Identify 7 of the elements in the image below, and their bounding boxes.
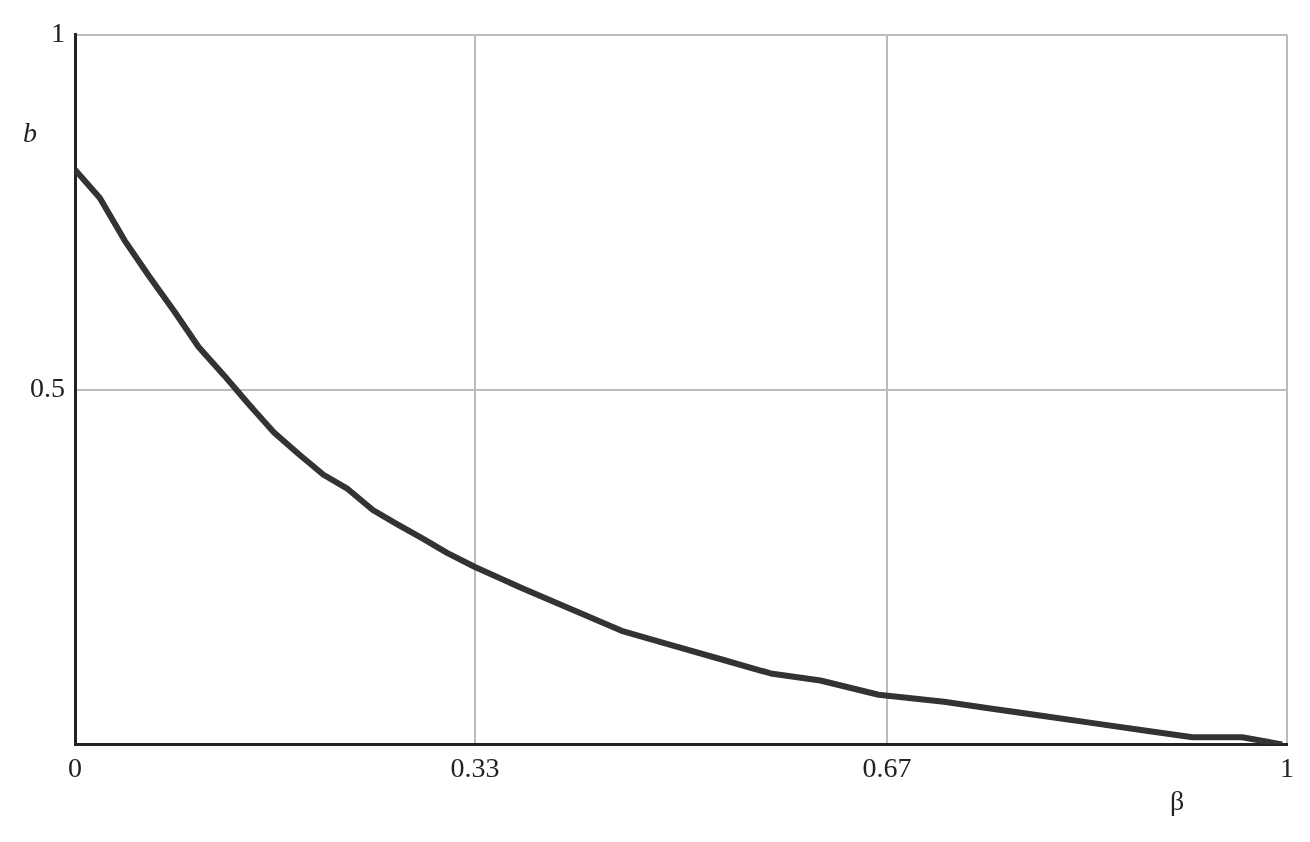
x-tick-label: 0.67 bbox=[862, 751, 912, 783]
y-tick-label: 0.5 bbox=[30, 371, 65, 403]
x-axis-title: β bbox=[1169, 784, 1185, 816]
x-tick-label: 1 bbox=[1280, 751, 1294, 783]
y-axis-title: b bbox=[23, 117, 37, 149]
x-tick-label: 0.33 bbox=[450, 751, 500, 783]
x-tick-label: 0 bbox=[68, 751, 82, 783]
